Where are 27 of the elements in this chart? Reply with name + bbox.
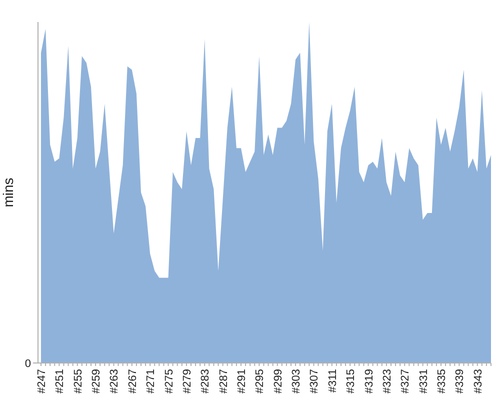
x-tick-label: #339 bbox=[454, 369, 466, 394]
x-tick-label: #283 bbox=[200, 369, 212, 394]
x-tick-label: #323 bbox=[381, 369, 394, 394]
x-tick-label: #255 bbox=[72, 369, 84, 394]
x-tick-label: #299 bbox=[272, 369, 284, 394]
x-tick-label: #315 bbox=[345, 369, 358, 394]
x-tick-label: #271 bbox=[145, 369, 158, 394]
x-tick-label: #275 bbox=[163, 369, 176, 394]
x-tick-label: #291 bbox=[236, 369, 248, 394]
x-tick-label: #331 bbox=[418, 369, 430, 394]
x-tick-label: #343 bbox=[472, 369, 484, 394]
text: 0 bbox=[24, 358, 31, 370]
x-tick-label: #287 bbox=[218, 369, 230, 394]
x-tick-label: #251 bbox=[54, 369, 66, 394]
x-tick-label: #327 bbox=[400, 369, 412, 394]
x-tick-label: #295 bbox=[254, 369, 266, 394]
x-tick-label: #279 bbox=[181, 369, 194, 394]
x-tick-label: #263 bbox=[108, 369, 121, 394]
x-tick-label: #307 bbox=[308, 369, 321, 394]
x-tick-label: #267 bbox=[126, 369, 139, 394]
x-tick-label: #247 bbox=[36, 369, 48, 394]
x-tick-label: #303 bbox=[290, 369, 303, 394]
x-tick-label: #311 bbox=[326, 369, 339, 393]
x-tick-label: #335 bbox=[436, 369, 448, 394]
x-tick-label: #319 bbox=[363, 369, 376, 394]
x-tick-label: #259 bbox=[90, 369, 103, 394]
y-axis-title: mins bbox=[0, 178, 16, 208]
